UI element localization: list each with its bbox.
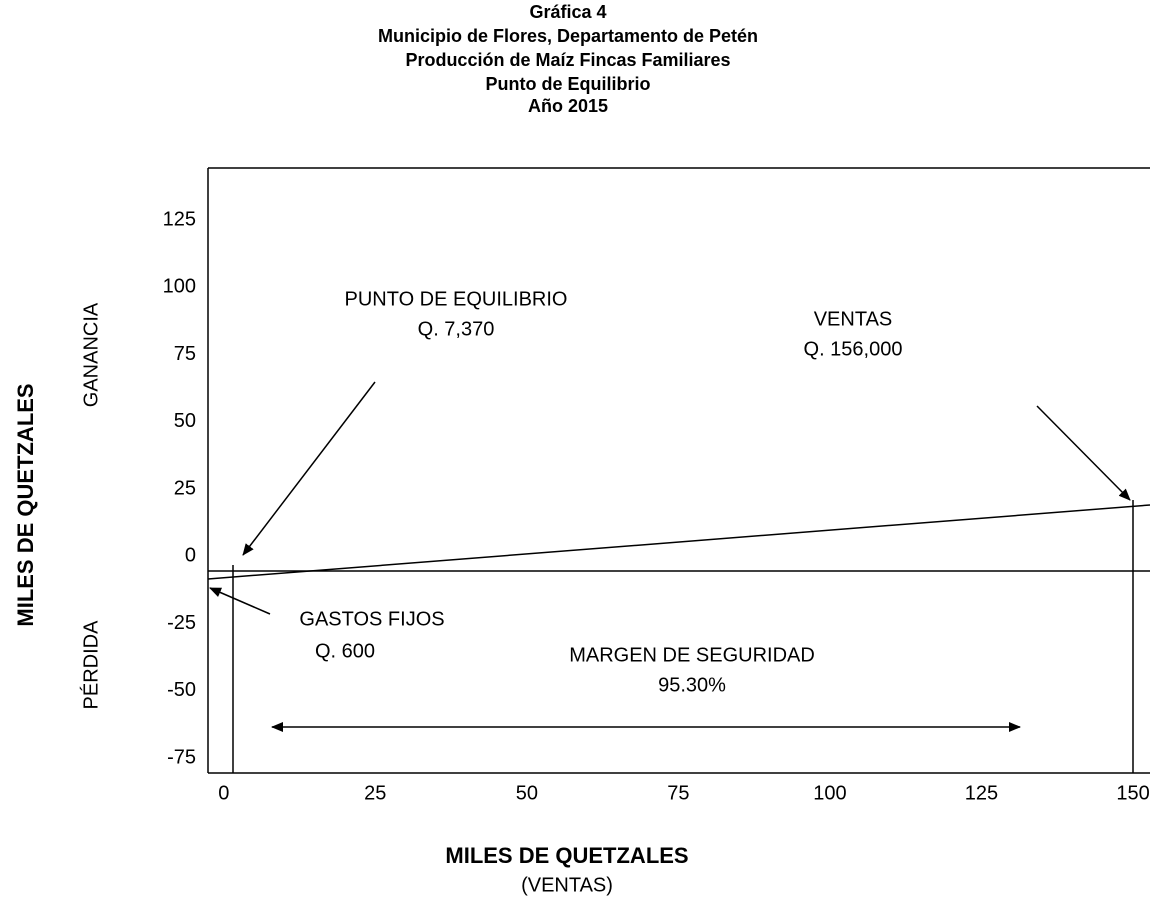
x-tick-label: 100: [813, 782, 846, 804]
arrow: [1036, 405, 1131, 501]
y-tick-label: 50: [174, 410, 196, 432]
y-tick-label: -25: [167, 612, 196, 634]
annotation: Q. 600: [315, 640, 375, 662]
y-upper-label: GANANCIA: [80, 302, 102, 407]
annotation: Q. 156,000: [804, 338, 903, 360]
title-line: Año 2015: [528, 96, 608, 116]
x-tick-label: 0: [218, 782, 229, 804]
annotation: GASTOS FIJOS: [299, 608, 444, 630]
x-tick-label: 125: [965, 782, 998, 804]
annotation: PUNTO DE EQUILIBRIO: [344, 288, 567, 310]
y-tick-label: 125: [163, 209, 196, 231]
title-line: Gráfica 4: [529, 2, 606, 22]
profit-line: [207, 504, 1150, 580]
y-tick-label: 75: [174, 343, 196, 365]
arrow: [242, 381, 376, 556]
x-tick-label: 50: [516, 782, 538, 804]
y-lower-label: PÉRDIDA: [79, 620, 102, 710]
diagram: [207, 167, 1150, 774]
title-line: Municipio de Flores, Departamento de Pet…: [378, 26, 758, 46]
x-tick-label: 150: [1116, 782, 1149, 804]
x-tick-label: 25: [364, 782, 386, 804]
y-tick-label: 0: [185, 545, 196, 567]
arrow: [209, 587, 271, 615]
y-tick-label: 25: [174, 477, 196, 499]
x-axis-label: MILES DE QUETZALES: [445, 843, 688, 868]
annotation: Q. 7,370: [418, 318, 495, 340]
title-line: Producción de Maíz Fincas Familiares: [405, 50, 730, 70]
y-tick-label: -50: [167, 679, 196, 701]
annotation: VENTAS: [814, 308, 893, 330]
y-axis-label: MILES DE QUETZALES: [13, 383, 38, 626]
x-tick-label: 75: [667, 782, 689, 804]
y-tick-label: 100: [163, 276, 196, 298]
y-tick-label: -75: [167, 746, 196, 768]
x-axis-sublabel: (VENTAS): [521, 874, 613, 896]
title-line: Punto de Equilibrio: [486, 74, 651, 94]
annotation: MARGEN DE SEGURIDAD: [569, 644, 815, 666]
annotation: 95.30%: [658, 674, 726, 696]
